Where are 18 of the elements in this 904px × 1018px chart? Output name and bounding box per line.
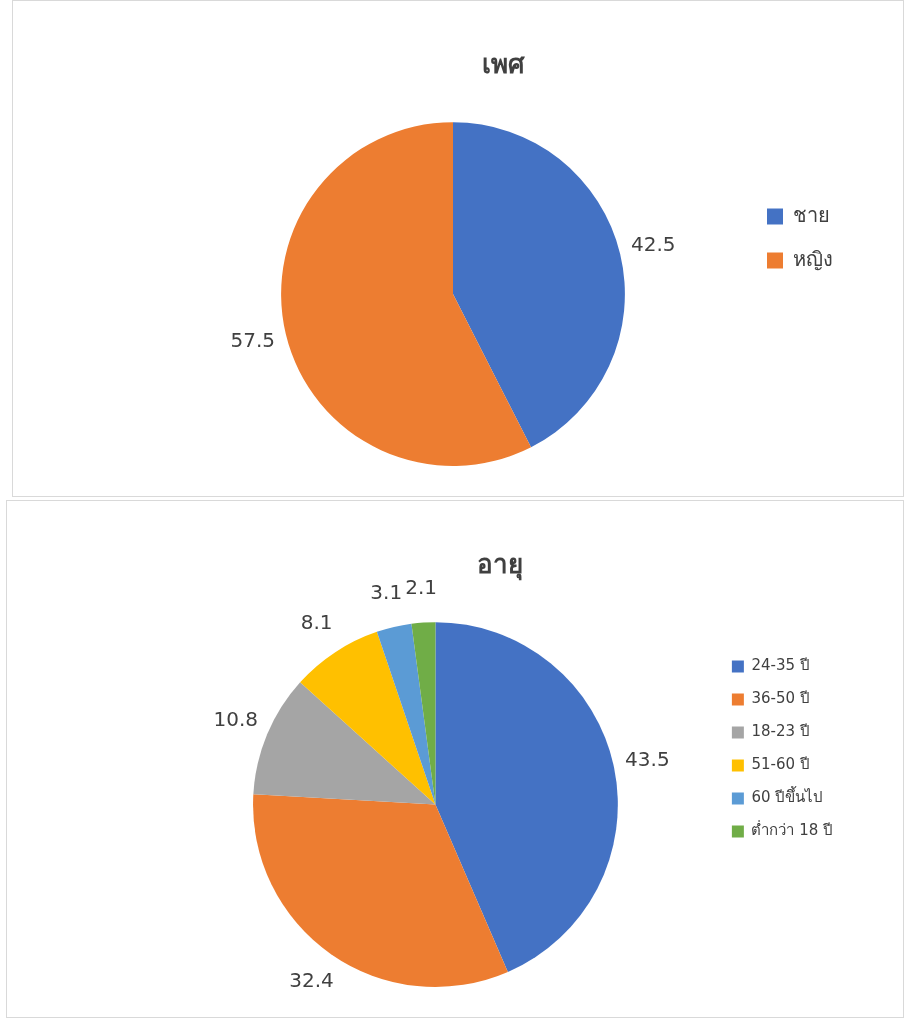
data-label: 42.5 [630, 232, 676, 257]
legend-label: 36-50 ปี [751, 689, 810, 708]
data-label: 32.4 [289, 968, 334, 993]
data-label: 8.1 [300, 609, 333, 634]
legend-label: 60 ปีขึ้นไป [751, 786, 824, 807]
data-label: 57.5 [230, 328, 276, 353]
data-label: 43.5 [625, 746, 670, 771]
legend-label: 18-23 ปี [751, 722, 810, 741]
legend-label: 51-60 ปี [751, 755, 810, 774]
chart-title: เพศ [481, 49, 525, 80]
legend-label: ชาย [793, 202, 830, 227]
chart-title: อายุ [477, 549, 523, 582]
data-label: 10.8 [213, 707, 259, 732]
legend-label: หญิง [793, 246, 833, 271]
data-label: 3.1 [370, 580, 403, 605]
legend-label: ต่ำกว่า 18 ปี [751, 819, 833, 840]
data-label: 2.1 [405, 574, 438, 599]
legend-label: 24-35 ปี [751, 656, 810, 675]
